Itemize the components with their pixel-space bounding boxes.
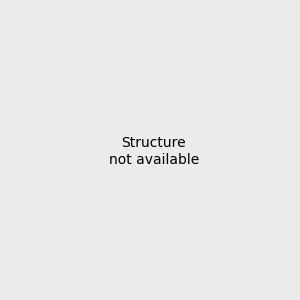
Text: Structure
not available: Structure not available — [109, 136, 199, 166]
